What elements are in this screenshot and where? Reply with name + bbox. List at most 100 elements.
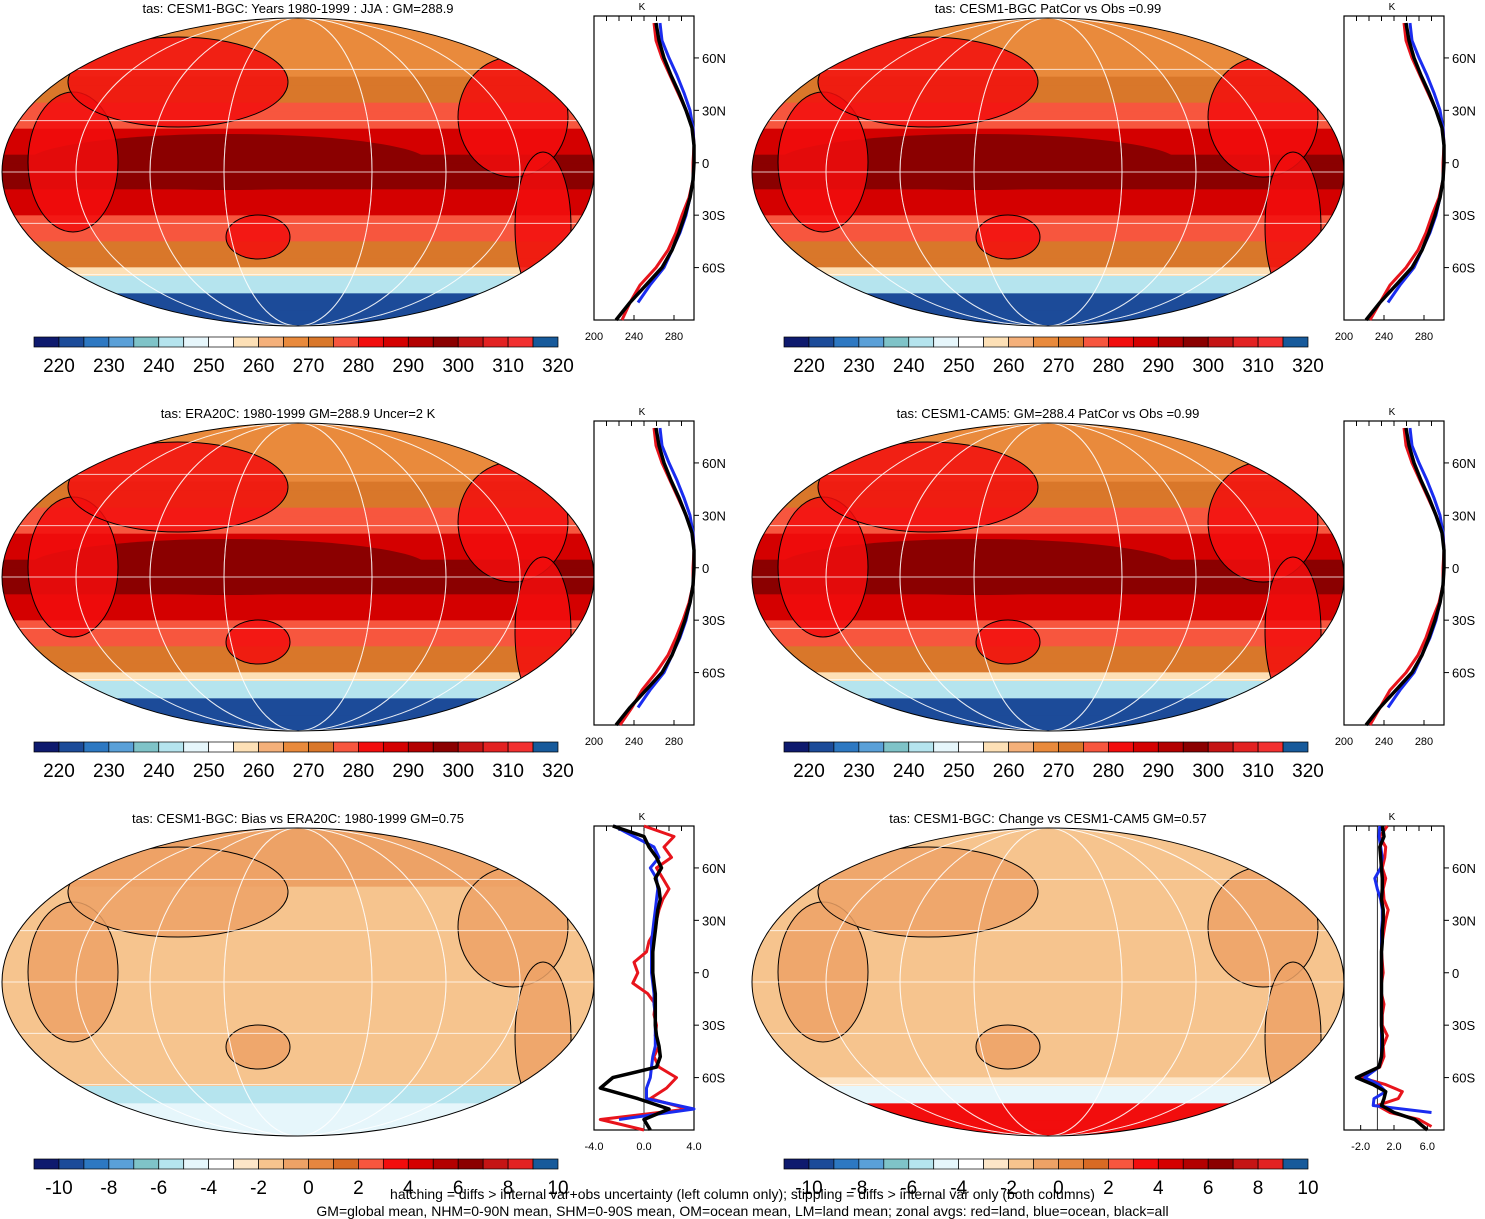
colorbar-swatch <box>58 741 85 753</box>
colorbar-label: -8 <box>850 1178 867 1199</box>
colorbar-swatch <box>908 336 935 348</box>
map-band <box>2 85 594 95</box>
zonal-units: K <box>639 2 646 13</box>
map-band <box>752 533 1344 543</box>
colorbar-swatch <box>1008 1158 1034 1170</box>
zonal-plot: K 60N 30N 0 30S 60S 200 240 280 <box>585 407 726 748</box>
colorbar-swatch <box>908 1158 935 1170</box>
meridian-line <box>75 423 521 731</box>
map-band <box>752 698 1344 708</box>
map-band <box>752 507 1344 517</box>
map-band <box>2 198 594 208</box>
colorbar-swatch <box>308 1158 334 1170</box>
map-band <box>2 999 594 1009</box>
map-band <box>752 111 1344 121</box>
map-band <box>2 284 594 294</box>
map-band <box>2 50 594 60</box>
map-band <box>2 68 594 78</box>
colorbar-swatch <box>1207 1158 1234 1170</box>
map-band <box>752 999 1344 1009</box>
colorbar-label: 10 <box>547 1178 568 1199</box>
colorbar-label: 300 <box>1192 761 1224 782</box>
map-band <box>752 232 1344 242</box>
map-band <box>752 904 1344 914</box>
map-band <box>2 620 594 630</box>
colorbar-swatch <box>1232 336 1259 348</box>
meridian-line <box>825 828 1271 1136</box>
colorbar-swatch <box>308 741 334 753</box>
colorbar-label: -8 <box>100 1178 117 1199</box>
map-band <box>752 284 1344 294</box>
panel-1: tas: CESM1-BGC: Years 1980-1999 : JJA : … <box>1 1 726 377</box>
meridian-line <box>899 423 1197 731</box>
colorbar-swatch <box>1182 741 1209 753</box>
colorbar-swatch <box>933 1158 960 1170</box>
lat-label: 30N <box>1452 103 1476 118</box>
map-band <box>752 852 1344 862</box>
colorbar-label: 240 <box>893 761 925 782</box>
panel-4: tas: CESM1-CAM5: GM=288.4 PatCor vs Obs … <box>751 406 1476 782</box>
map-band <box>2 603 594 613</box>
colorbar-label: 320 <box>542 356 574 377</box>
colorbar-label: 280 <box>343 761 375 782</box>
map-band <box>752 834 1344 844</box>
map-band <box>2 895 594 905</box>
map-band <box>2 102 594 112</box>
map-band <box>752 1042 1344 1052</box>
continent <box>1264 556 1322 708</box>
colorbar: 220 230 240 250 260 270 280 290 300 310 320 <box>33 336 574 377</box>
colorbar-swatch <box>858 741 885 753</box>
colorbar-label: 250 <box>193 761 225 782</box>
map-band <box>2 250 594 260</box>
colorbar-swatch <box>933 336 960 348</box>
x-tick-label: 2.0 <box>1386 1141 1401 1153</box>
colorbar-swatch <box>958 741 984 753</box>
map-band <box>2 982 594 992</box>
colorbar-label: 280 <box>1093 761 1125 782</box>
map-title: tas: CESM1-BGC PatCor vs Obs =0.99 <box>935 1 1162 16</box>
map-band <box>2 904 594 914</box>
colorbar-label: 230 <box>843 356 875 377</box>
map-band <box>752 886 1344 896</box>
colorbar-label: 310 <box>1242 761 1274 782</box>
map-band <box>752 990 1344 1000</box>
x-tick-label: 280 <box>665 736 683 748</box>
zonal-units: K <box>1389 2 1396 13</box>
map-band <box>2 828 594 836</box>
zonal-plot: K 60N 30N 0 30S 60S 200 240 280 <box>585 2 726 343</box>
lat-label: 30N <box>1452 913 1476 928</box>
map-band <box>752 878 1344 888</box>
colorbar-swatch <box>783 336 810 348</box>
map-band <box>752 1034 1344 1044</box>
map-band <box>2 1068 594 1078</box>
map-title: tas: CESM1-BGC: Change vs CESM1-CAM5 GM=… <box>889 811 1207 826</box>
lat-label: 60S <box>702 261 725 276</box>
colorbar-label: 310 <box>492 356 524 377</box>
map-band <box>752 128 1344 138</box>
map-band <box>2 707 594 717</box>
map-band <box>752 250 1344 260</box>
colorbar-label: 230 <box>93 356 125 377</box>
map-band <box>752 464 1344 474</box>
colorbar-swatch <box>1108 741 1134 753</box>
map-band <box>752 869 1344 879</box>
map-band <box>2 241 594 251</box>
colorbar-swatch <box>108 336 135 348</box>
colorbar-swatch <box>1058 1158 1084 1170</box>
map-band <box>752 594 1344 604</box>
colorbar-swatch <box>1132 336 1159 348</box>
x-tick-label: 200 <box>1335 331 1353 343</box>
map-band <box>2 843 594 853</box>
meridian-line <box>899 18 1197 326</box>
colorbar-swatch <box>58 336 85 348</box>
colorbar-label: 320 <box>542 761 574 782</box>
map-band <box>2 310 594 320</box>
colorbar: 220 230 240 250 260 270 280 290 300 310 320 <box>783 741 1324 782</box>
colorbar-label: 0 <box>303 1178 314 1199</box>
colorbar-swatch <box>83 336 110 348</box>
map-band <box>2 594 594 604</box>
map-band <box>2 860 594 870</box>
colorbar-label: 6 <box>1203 1178 1214 1199</box>
colorbar-label: -6 <box>150 1178 167 1199</box>
map-band <box>752 707 1344 717</box>
